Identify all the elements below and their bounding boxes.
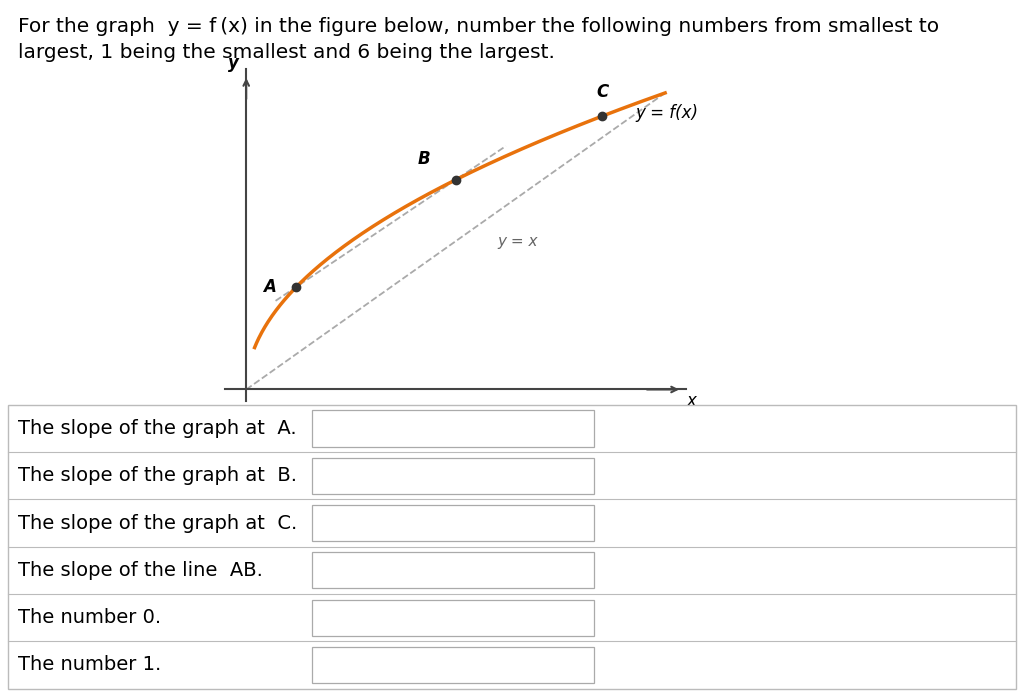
Text: B: B <box>418 150 430 168</box>
Text: The slope of the graph at  A.: The slope of the graph at A. <box>18 419 297 438</box>
Text: The slope of the graph at  C.: The slope of the graph at C. <box>18 513 298 533</box>
Text: y = x: y = x <box>498 234 538 248</box>
Text: y = f(x): y = f(x) <box>636 104 698 122</box>
Text: For the graph  y = f (x) in the figure below, number the following numbers from : For the graph y = f (x) in the figure be… <box>18 17 940 36</box>
Text: The slope of the line  AB.: The slope of the line AB. <box>18 561 263 580</box>
Text: The slope of the graph at  B.: The slope of the graph at B. <box>18 466 297 485</box>
Text: y: y <box>228 54 239 72</box>
Text: The number 0.: The number 0. <box>18 608 162 627</box>
Text: x: x <box>686 392 696 410</box>
Text: largest, 1 being the smallest and 6 being the largest.: largest, 1 being the smallest and 6 bein… <box>18 43 555 62</box>
Text: A: A <box>263 277 275 295</box>
Text: C: C <box>596 83 608 101</box>
Text: The number 1.: The number 1. <box>18 655 162 675</box>
